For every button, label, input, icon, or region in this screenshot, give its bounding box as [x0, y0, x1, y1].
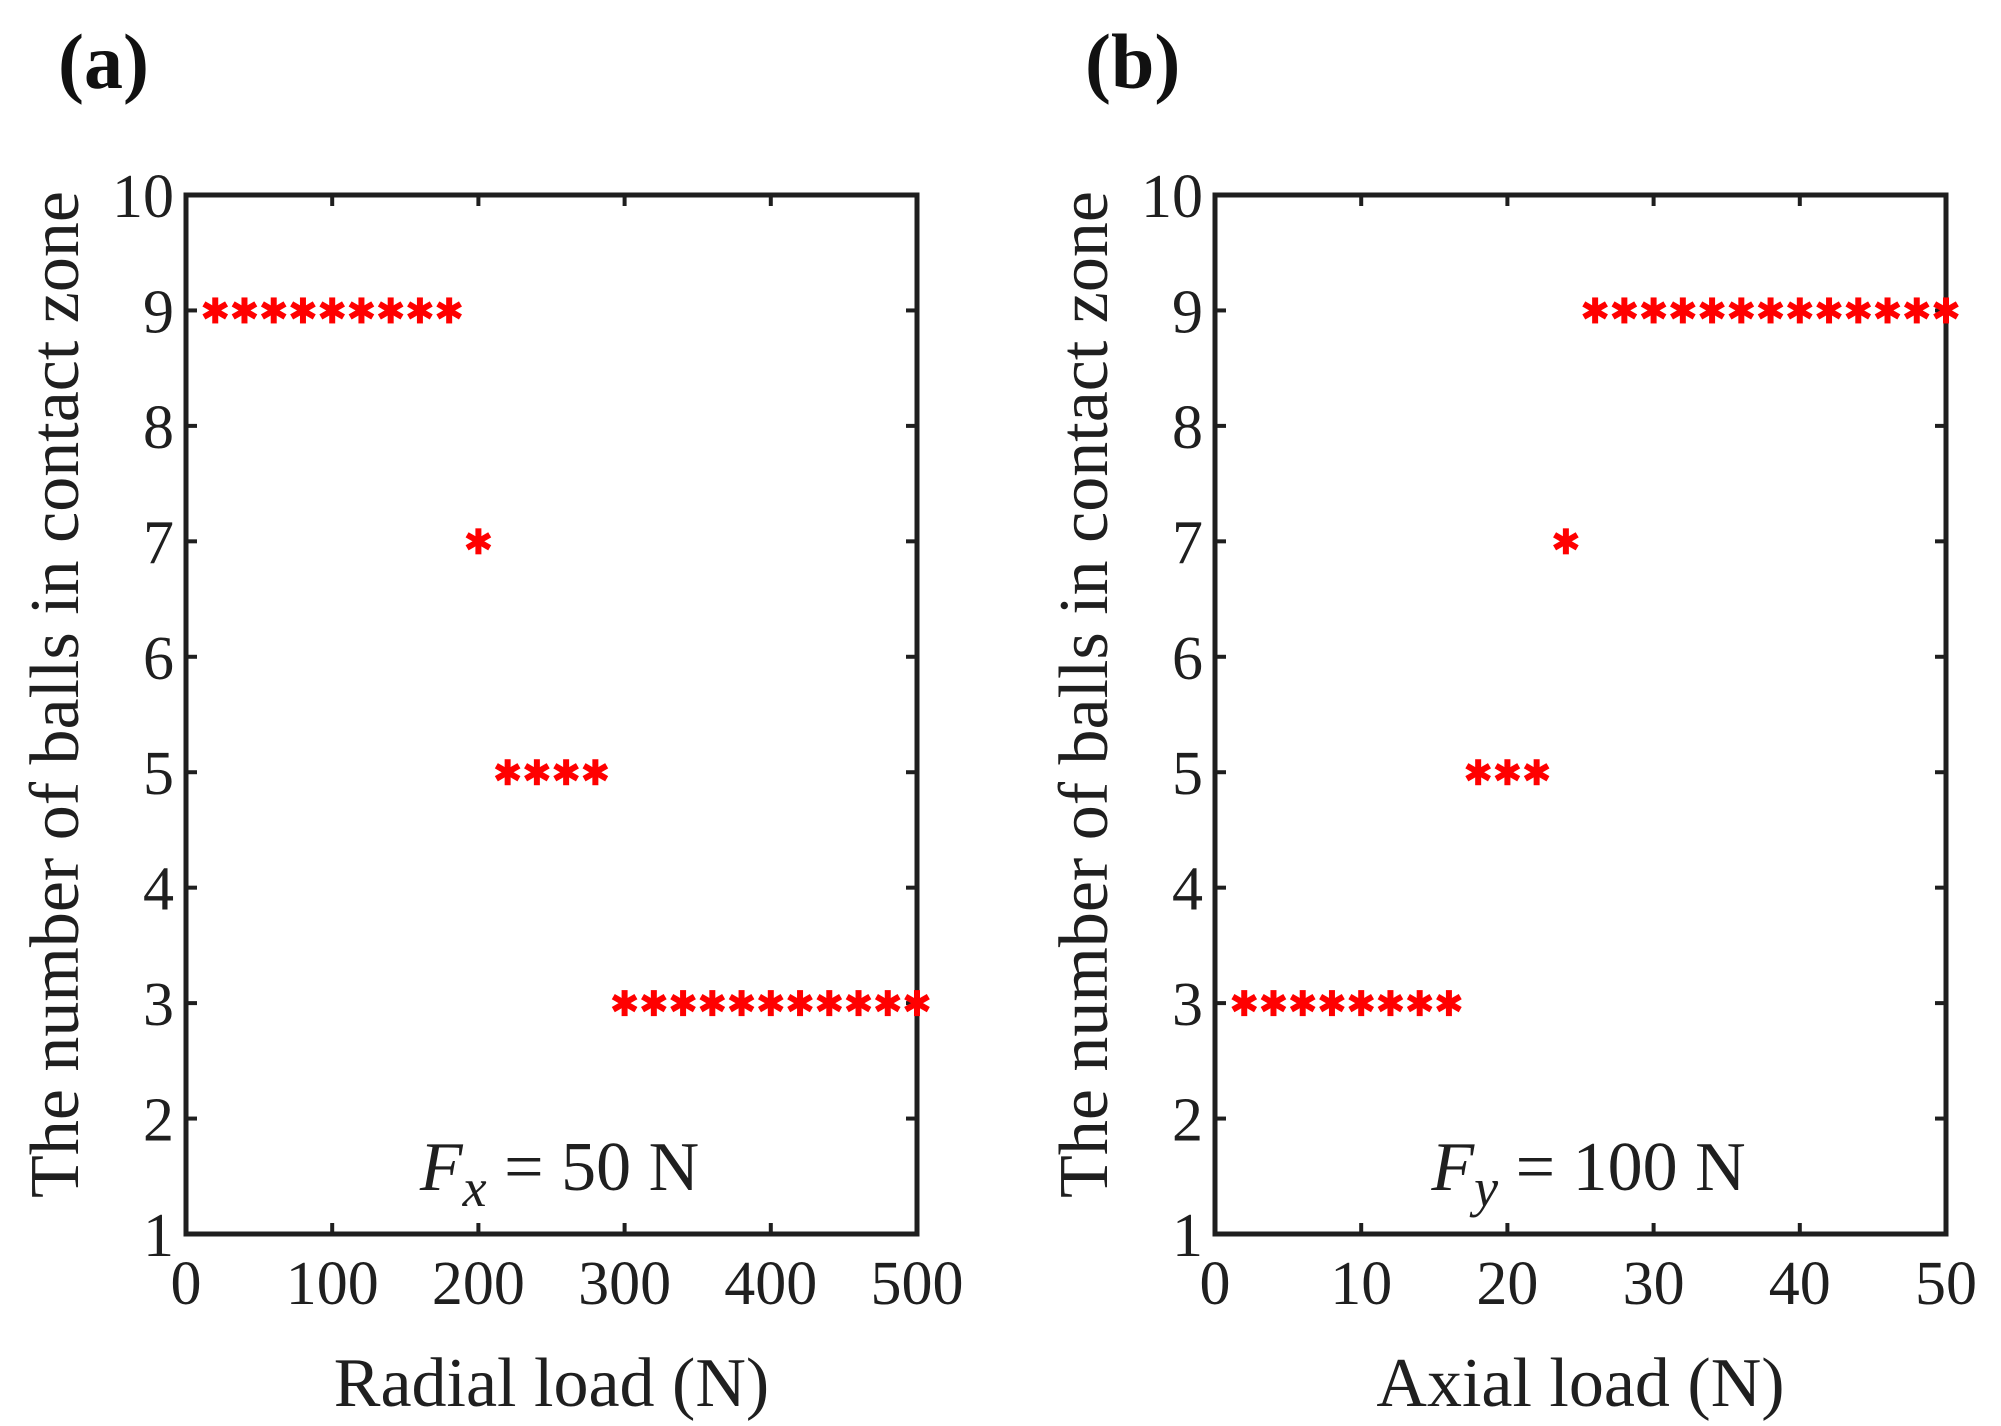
x-tick-label: 0 — [171, 1250, 202, 1318]
y-tick-label: 5 — [143, 740, 174, 808]
data-point — [231, 297, 258, 324]
data-point — [494, 759, 521, 786]
x-tick-label: 300 — [578, 1250, 671, 1318]
data-point — [1436, 990, 1462, 1017]
data-point — [757, 990, 784, 1017]
x-tick-label: 30 — [1623, 1250, 1685, 1318]
data-point — [582, 759, 609, 786]
data-point — [1406, 990, 1433, 1017]
data-point — [845, 990, 872, 1017]
data-point — [1289, 990, 1316, 1017]
data-point — [1874, 297, 1901, 324]
y-tick-label: 2 — [1172, 1087, 1203, 1155]
data-point — [1494, 759, 1521, 786]
data-point — [1523, 759, 1550, 786]
data-point — [524, 759, 550, 786]
data-point — [290, 297, 316, 324]
y-tick-label: 7 — [143, 509, 174, 577]
x-tick-label: 500 — [871, 1250, 964, 1318]
chart-panel-a: (a) 0 100 200 300 400 500 1 2 3 4 5 6 7 8 9 10 Radial loa… — [17, 18, 964, 1422]
data-point — [728, 990, 755, 1017]
data-point — [1348, 990, 1375, 1017]
data-point — [1699, 297, 1725, 324]
y-tick-label: 6 — [1172, 625, 1203, 693]
data-point — [1553, 528, 1579, 555]
load-annotation: Fy = 100 N — [1430, 1129, 1745, 1218]
y-tick-label: 8 — [1172, 394, 1203, 462]
data-point — [1319, 990, 1345, 1017]
data-point — [1728, 297, 1755, 324]
y-tick-label: 4 — [1172, 856, 1203, 924]
data-point — [1377, 990, 1404, 1017]
data-point — [641, 990, 667, 1017]
data-point — [465, 528, 492, 555]
data-point — [1640, 297, 1667, 324]
data-point — [1582, 297, 1608, 324]
x-tick-label: 200 — [432, 1250, 525, 1318]
data-point — [1670, 297, 1696, 324]
data-point — [407, 297, 433, 324]
data-point — [670, 990, 696, 1017]
y-tick-label: 1 — [143, 1202, 174, 1270]
x-tick-label: 40 — [1769, 1250, 1831, 1318]
data-point — [436, 297, 462, 324]
y-tick-label: 7 — [1172, 509, 1203, 577]
chart-panel-b: (b) 0 10 20 30 40 50 1 2 3 4 5 6 7 8 9 10 Axial load (N) T… — [1046, 18, 1977, 1422]
y-tick-label: 10 — [1141, 163, 1203, 231]
data-point — [1611, 297, 1638, 324]
y-axis-label: The number of balls in contact zone — [17, 191, 94, 1198]
y-tick-label: 10 — [112, 163, 174, 231]
data-point — [553, 759, 579, 786]
panel-label: (b) — [1085, 18, 1180, 105]
data-point — [787, 990, 813, 1017]
data-point — [1845, 297, 1872, 324]
y-tick-label: 9 — [143, 278, 174, 346]
data-point — [1933, 297, 1959, 324]
y-tick-label: 3 — [143, 971, 174, 1039]
data-point — [611, 990, 638, 1017]
x-axis-label: Radial load (N) — [334, 1345, 769, 1422]
data-point — [874, 990, 901, 1017]
x-tick-label: 50 — [1915, 1250, 1977, 1318]
data-point — [319, 297, 346, 324]
data-point — [1260, 990, 1287, 1017]
data-point — [1786, 297, 1813, 324]
load-annotation: Fx = 50 N — [419, 1129, 699, 1218]
y-tick-label: 5 — [1172, 740, 1203, 808]
y-tick-label: 2 — [143, 1087, 174, 1155]
data-point — [1757, 297, 1784, 324]
x-tick-label: 0 — [1200, 1250, 1231, 1318]
data-point — [348, 297, 375, 324]
x-axis-label: Axial load (N) — [1376, 1345, 1784, 1422]
y-tick-label: 4 — [143, 856, 174, 924]
plot-frame — [183, 192, 920, 1237]
data-point — [377, 297, 404, 324]
x-tick-label: 10 — [1330, 1250, 1392, 1318]
y-tick-label: 9 — [1172, 278, 1203, 346]
y-tick-label: 1 — [1172, 1202, 1203, 1270]
x-tick-label: 400 — [724, 1250, 817, 1318]
plot-frame — [1212, 192, 1949, 1237]
y-tick-label: 3 — [1172, 971, 1203, 1039]
data-point — [1465, 759, 1491, 786]
data-point — [1816, 297, 1842, 324]
data-point — [1231, 990, 1258, 1017]
data-point — [1903, 297, 1930, 324]
panel-label: (a) — [58, 18, 149, 105]
data-point — [904, 990, 930, 1017]
x-tick-label: 100 — [286, 1250, 379, 1318]
data-point — [699, 990, 726, 1017]
x-tick-label: 20 — [1476, 1250, 1538, 1318]
data-point — [202, 297, 229, 324]
y-tick-label: 6 — [143, 625, 174, 693]
data-point — [260, 297, 287, 324]
data-point — [816, 990, 843, 1017]
y-tick-label: 8 — [143, 394, 174, 462]
y-axis-label: The number of balls in contact zone — [1046, 191, 1123, 1198]
